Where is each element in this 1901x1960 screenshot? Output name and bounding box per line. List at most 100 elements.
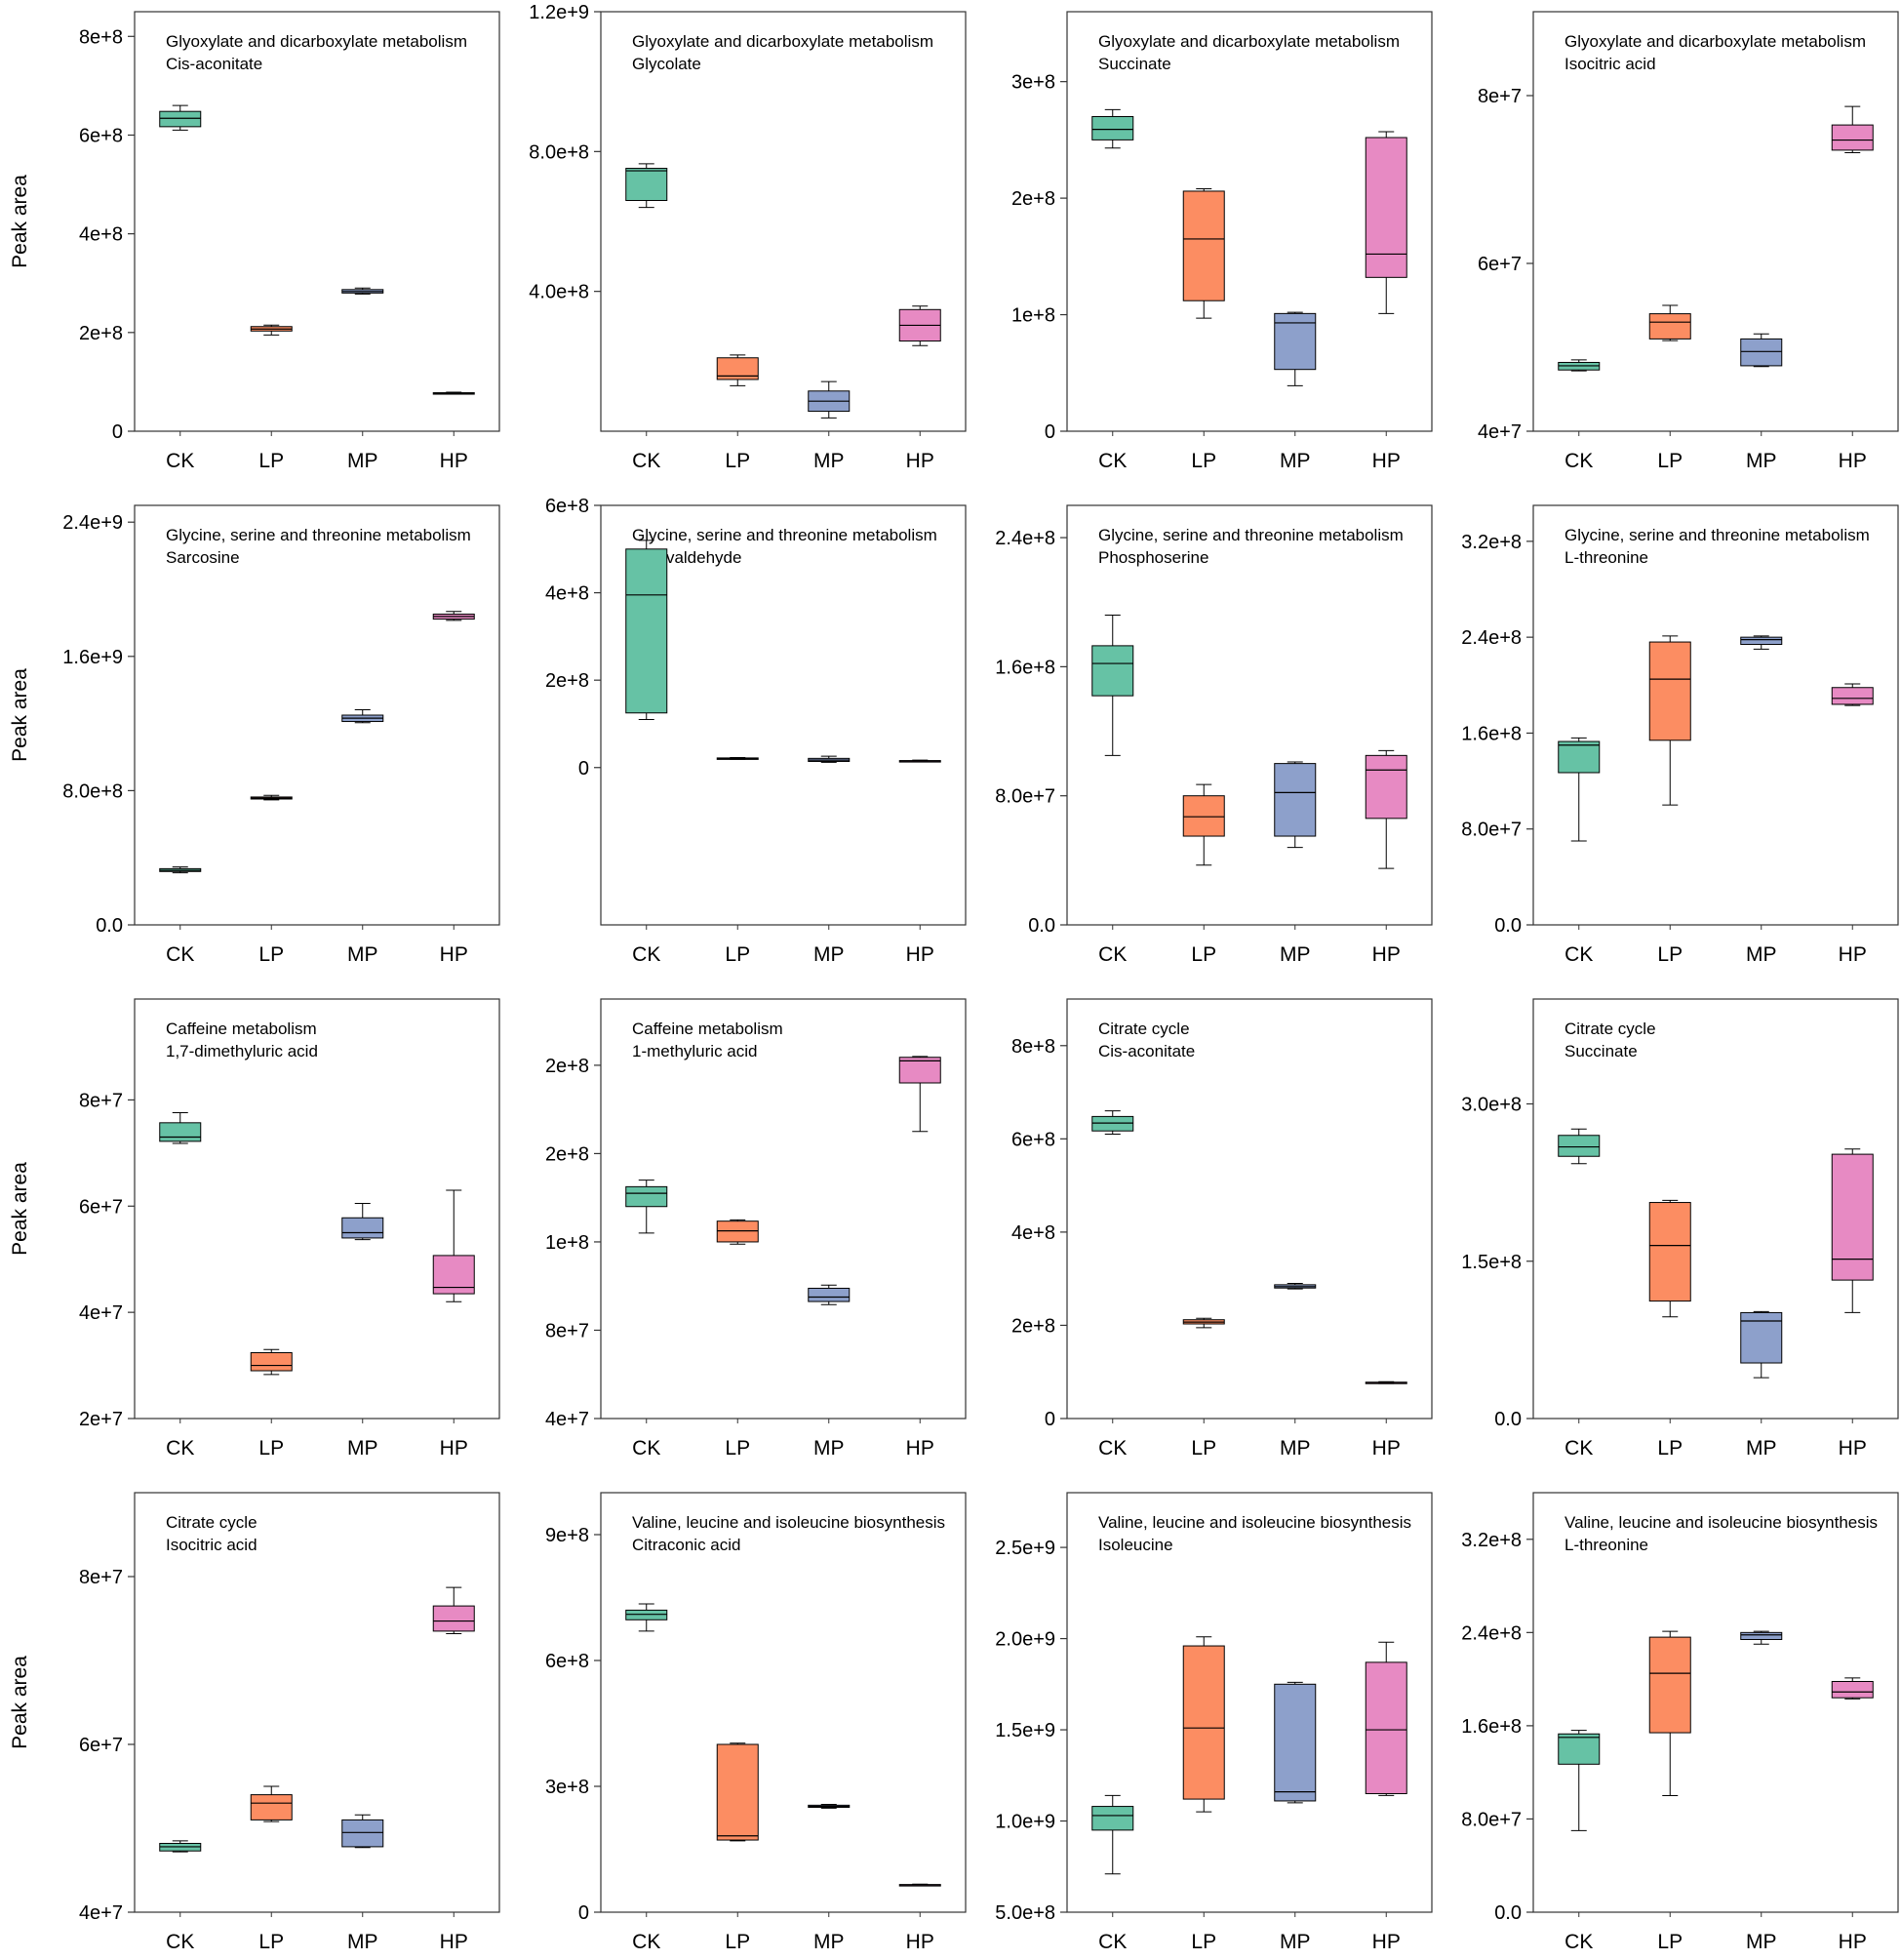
box-lp	[1182, 783, 1225, 866]
y-tick-label: 1.6e+8	[1461, 1716, 1522, 1738]
y-tick-label: 3e+8	[545, 1777, 589, 1798]
x-tick-label: MP	[347, 450, 378, 472]
y-tick-label: 0.0	[1494, 1902, 1522, 1924]
panel-metabolite-title: Glycolate	[632, 55, 701, 73]
y-tick-label: 3.2e+8	[1461, 1530, 1522, 1551]
box-hp	[432, 1586, 475, 1634]
x-tick-label: MP	[1746, 1437, 1777, 1460]
iqr-box	[716, 1220, 759, 1243]
panel-metabolite-title: Cis-aconitate	[1098, 1042, 1195, 1060]
iqr-box	[1740, 1311, 1783, 1364]
plot-frame	[134, 504, 500, 926]
panel-pathway-title: Caffeine metabolism	[632, 1020, 783, 1038]
plot-frame	[600, 504, 967, 926]
x-tick-label: HP	[1372, 1931, 1401, 1953]
plot-frame	[1066, 1492, 1433, 1913]
iqr-box	[1831, 1681, 1874, 1699]
panel-metabolite-title: Succinate	[1564, 1042, 1638, 1060]
x-tick-label: CK	[1098, 1931, 1127, 1953]
panel-pathway-title: Caffeine metabolism	[166, 1020, 317, 1038]
y-tick-label: 0	[578, 758, 589, 780]
box-mp	[808, 380, 851, 419]
box-mp	[1274, 1282, 1317, 1290]
panel-pathway-title: Citrate cycle	[166, 1513, 257, 1532]
y-tick-label: 2e+8	[1011, 188, 1055, 210]
y-tick-label: 2e+8	[79, 323, 123, 344]
y-axis-label: Peak area	[9, 175, 31, 268]
panel-pathway-title: Glycine, serine and threonine metabolism	[1564, 526, 1870, 544]
box-mp	[1274, 1681, 1317, 1804]
iqr-box	[898, 1057, 941, 1084]
x-tick-label: LP	[1191, 943, 1216, 966]
box-ck	[1091, 1794, 1134, 1875]
y-tick-label: 8e+7	[1478, 86, 1522, 107]
y-tick-label: 3.2e+8	[1461, 532, 1522, 553]
box-hp	[898, 1056, 941, 1133]
x-tick-label: CK	[1098, 1437, 1127, 1460]
box-hp	[1831, 683, 1874, 706]
y-tick-label: 0	[578, 1902, 589, 1924]
x-tick-label: CK	[632, 1931, 660, 1953]
y-tick-label: 1.5e+9	[995, 1720, 1055, 1741]
iqr-box	[716, 1743, 759, 1841]
box-ck	[1558, 1128, 1601, 1165]
y-tick-label: 0.0	[1028, 915, 1055, 937]
box-ck	[1091, 614, 1134, 756]
iqr-box	[1831, 1153, 1874, 1281]
box-lp	[716, 1219, 759, 1245]
x-tick-label: MP	[1280, 1931, 1311, 1953]
plot-frame	[1532, 11, 1899, 432]
iqr-box	[341, 1819, 384, 1848]
panel-pathway-title: Valine, leucine and isoleucine biosynthe…	[1564, 1513, 1878, 1532]
iqr-box	[716, 357, 759, 380]
panel-metabolite-title: Isocitric acid	[1564, 55, 1656, 73]
box-mp	[1740, 1310, 1783, 1379]
y-tick-label: 8e+8	[1011, 1036, 1055, 1058]
box-ck	[1558, 359, 1601, 372]
x-tick-label: CK	[632, 1437, 660, 1460]
iqr-box	[1091, 1806, 1134, 1831]
x-tick-label: MP	[813, 1437, 845, 1460]
box-lp	[716, 1742, 759, 1842]
box-lp	[250, 324, 293, 336]
boxplot-panel: Glyoxylate and dicarboxylate metabolism G…	[529, 2, 967, 472]
iqr-box	[625, 548, 668, 714]
panel-pathway-title: Citrate cycle	[1098, 1020, 1190, 1038]
boxplot-panel: Valine, leucine and isoleucine biosynthe…	[1461, 1492, 1899, 1953]
plot-frame	[600, 11, 967, 432]
y-tick-label: 1.6e+8	[995, 657, 1055, 678]
panel-metabolite-title: L-threonine	[1564, 1536, 1648, 1554]
x-tick-label: MP	[1280, 1437, 1311, 1460]
iqr-box	[1831, 687, 1874, 705]
box-hp	[1365, 1641, 1407, 1796]
x-tick-label: LP	[258, 450, 284, 472]
x-tick-label: LP	[258, 1931, 284, 1953]
x-tick-label: HP	[1372, 450, 1401, 472]
box-ck	[159, 1840, 202, 1853]
iqr-box	[250, 1794, 293, 1820]
box-hp	[898, 1883, 941, 1887]
iqr-box	[1831, 124, 1874, 151]
y-tick-label: 4e+7	[79, 1902, 123, 1924]
plot-frame	[1066, 11, 1433, 432]
x-tick-label: HP	[906, 943, 934, 966]
box-ck	[625, 163, 668, 209]
box-hp	[432, 1189, 475, 1302]
box-hp	[1831, 1148, 1874, 1313]
box-mp	[341, 1203, 384, 1241]
x-tick-label: HP	[440, 1437, 468, 1460]
boxplot-panel: Glycine, serine and threonine metabolism…	[62, 504, 500, 966]
iqr-box	[1182, 795, 1225, 837]
iqr-box	[1740, 338, 1783, 367]
iqr-box	[250, 1352, 293, 1372]
y-tick-label: 2.0e+9	[995, 1629, 1055, 1651]
y-axis-label: Peak area	[9, 668, 31, 762]
box-hp	[432, 611, 475, 621]
x-tick-label: HP	[440, 1931, 468, 1953]
y-tick-label: 2e+7	[79, 1409, 123, 1430]
box-lp	[250, 1785, 293, 1822]
panel-pathway-title: Glycine, serine and threonine metabolism	[1098, 526, 1404, 544]
boxplot-panel: Valine, leucine and isoleucine biosynthe…	[995, 1492, 1433, 1953]
x-tick-label: CK	[1564, 1437, 1593, 1460]
boxplot-panel: Valine, leucine and isoleucine biosynthe…	[545, 1492, 967, 1953]
